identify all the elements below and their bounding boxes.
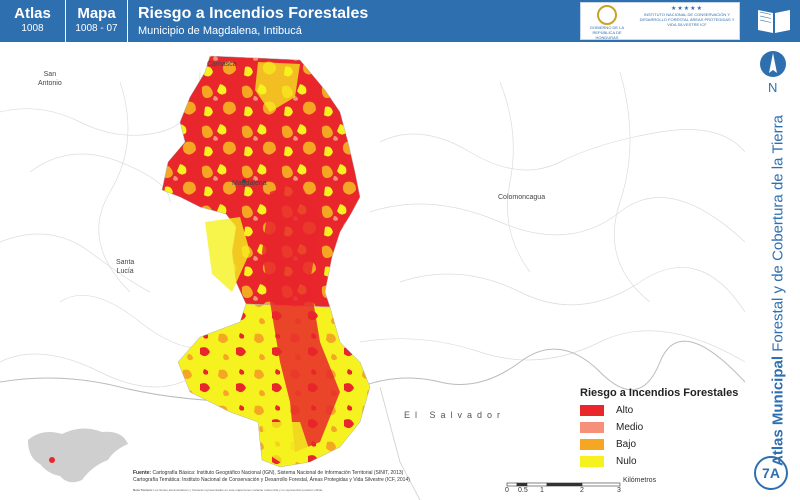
map-code-badge: 7A xyxy=(754,456,788,490)
sources-line2: Cartografía Temática: Instituto Nacional… xyxy=(133,477,410,483)
vertical-atlas-title: Atlas Municipal Forestal y de Cobertura … xyxy=(770,91,787,491)
north-arrow: N xyxy=(758,46,788,98)
scale-tick-0: 0 xyxy=(505,487,509,494)
vertical-title-rest: Forestal y de Cobertura de la Tierra xyxy=(769,115,787,356)
mapa-label: Mapa xyxy=(77,5,116,22)
legend-label-nulo: Nulo xyxy=(616,456,637,467)
place-camasca: Camasca xyxy=(207,61,237,68)
background-roads xyxy=(0,71,745,388)
legend-swatch-alto xyxy=(580,405,604,416)
place-el-salvador: El Salvador xyxy=(404,410,506,420)
place-santa-lucia: Santa Lucía xyxy=(116,258,134,276)
sources-label: Fuente: xyxy=(133,470,152,476)
atlas-box: Atlas 1008 xyxy=(0,0,66,42)
notes-block: Nota Técnica: Los límites administrativo… xyxy=(133,488,483,492)
place-santa-lucia-label: Santa Lucía xyxy=(116,259,135,275)
legend-label-alto: Alto xyxy=(616,405,634,416)
icf-logo: ★★★★★ INSTITUTO NACIONAL DE CONSERVACIÓN… xyxy=(635,5,739,39)
institution-logos: GOBIERNO DE LA REPÚBLICA DE HONDURAS ★★★… xyxy=(580,2,740,40)
legend-swatch-bajo xyxy=(580,439,604,450)
sources-line1: Cartografía Básica: Instituto Geográfico… xyxy=(152,470,404,476)
map-svg xyxy=(0,55,745,500)
legend-label-bajo: Bajo xyxy=(616,439,637,450)
legend-item-nulo: Nulo xyxy=(580,454,750,470)
legend-title: Riesgo a Incendios Forestales xyxy=(580,387,739,399)
map-canvas[interactable]: San Antonio Camasca Magdalena Colomoncag… xyxy=(0,42,745,500)
legend-item-bajo: Bajo xyxy=(580,437,750,453)
right-sidebar: N Atlas Municipal Forestal y de Cobertur… xyxy=(748,42,800,500)
scale-unit: Kilómetros xyxy=(623,477,657,484)
high-risk-band xyxy=(262,182,340,452)
mapa-box: Mapa 1008 - 07 xyxy=(66,0,128,42)
legend-item-medio: Medio xyxy=(580,420,750,436)
atlas-label: Atlas xyxy=(14,5,51,22)
notes-label: Nota Técnica: xyxy=(133,488,153,492)
locator-marker xyxy=(49,457,55,463)
national-border-line xyxy=(0,340,745,403)
scale-tick-1: 1 xyxy=(540,487,544,494)
stars-icon: ★★★★★ xyxy=(671,6,703,12)
mapa-number: 1008 - 07 xyxy=(75,23,118,34)
place-san-antonio-label: San Antonio xyxy=(38,71,62,87)
vertical-title-bold: Atlas Municipal xyxy=(769,355,787,466)
scale-tick-05: 0.5 xyxy=(518,487,528,494)
legend: Riesgo a Incendios Forestales Alto Medio… xyxy=(580,387,750,471)
place-magdalena: Magdalena xyxy=(232,180,267,187)
legend-swatch-medio xyxy=(580,422,604,433)
atlas-number: 1008 xyxy=(21,23,44,34)
map-subtitle: Municipio de Magdalena, Intibucá xyxy=(138,25,302,37)
north-arrow-icon xyxy=(760,51,786,77)
locator-map xyxy=(28,428,128,483)
place-san-antonio: San Antonio xyxy=(38,70,62,88)
place-colomoncagua: Colomoncagua xyxy=(498,194,546,201)
icf-logo-text: INSTITUTO NACIONAL DE CONSERVACIÓN Y DES… xyxy=(639,12,735,27)
notes-text: Los límites administrativos y fronteras … xyxy=(153,488,323,492)
crest-icon xyxy=(597,5,617,25)
government-logo: GOBIERNO DE LA REPÚBLICA DE HONDURAS xyxy=(585,5,629,40)
legend-swatch-nulo xyxy=(580,456,604,467)
legend-label-medio: Medio xyxy=(616,422,644,433)
north-label: N xyxy=(768,80,778,95)
sources-block: Fuente: Cartografía Básica: Instituto Ge… xyxy=(133,470,483,484)
scale-tick-2: 2 xyxy=(580,487,584,494)
legend-item-alto: Alto xyxy=(580,403,750,419)
map-title: Riesgo a Incendios Forestales xyxy=(138,5,369,22)
scale-tick-3: 3 xyxy=(617,487,621,494)
government-logo-text: GOBIERNO DE LA REPÚBLICA DE HONDURAS xyxy=(589,25,625,40)
header-bar: Atlas 1008 Mapa 1008 - 07 Riesgo a Incen… xyxy=(0,0,800,42)
book-icon[interactable] xyxy=(748,0,800,42)
scale-bar xyxy=(506,482,621,487)
